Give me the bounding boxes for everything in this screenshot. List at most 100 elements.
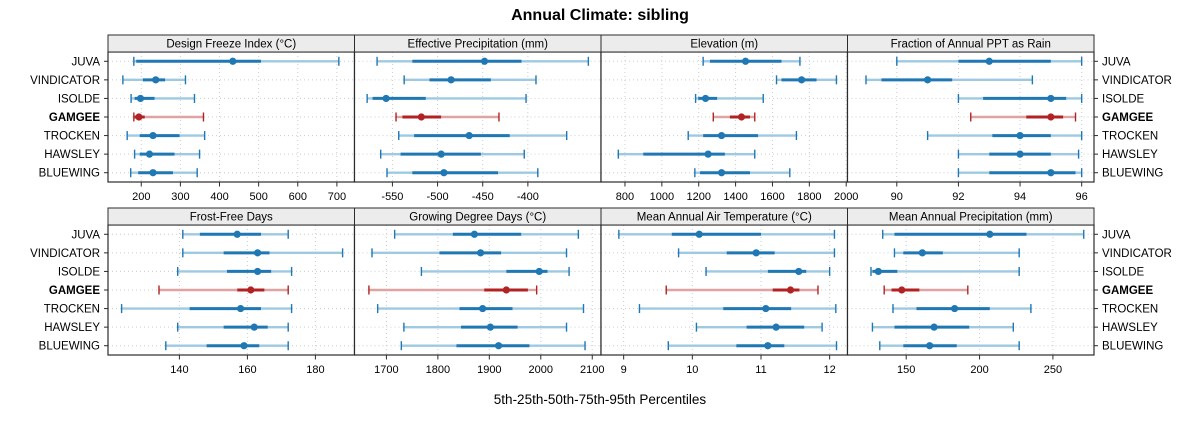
panel-strip-title: Frost-Free Days [190,212,273,224]
median-dot [502,286,510,294]
median-dot [447,76,455,84]
station-label-right: GAMGEE [1102,112,1153,124]
median-dot [741,57,750,65]
median-dot [918,249,926,257]
median-dot [229,57,237,65]
panel: Design Freeze Index (°C) 200 300 400 500 600 7… [30,34,356,203]
station-label-left: ISOLDE [58,93,101,105]
median-dot [135,113,143,121]
median-dot [717,169,726,177]
axis-tick-label: 10 [686,364,698,376]
panel: Mean Annual Air Temperature (°C) 9 10 11 12 [600,207,849,376]
median-dot [764,342,772,350]
panel-strip [847,207,1095,226]
panel-strip-title: Elevation (m) [690,39,758,51]
axis-tick-label: 1400 [723,191,747,203]
axis-tick-label: 500 [249,191,267,203]
station-label-right: TROCKEN [1102,304,1158,316]
median-dot [240,342,248,350]
axis-tick-label: 800 [616,191,634,203]
panel: Mean Annual Precipitation (mm) 150 200 250 J… [846,207,1172,376]
axis-tick-label: 90 [891,191,903,203]
axis-tick-label: 250 [1044,364,1062,376]
median-dot [440,169,448,177]
median-dot [924,76,932,84]
median-dot [437,150,445,158]
axis-tick-label: -500 [427,191,449,203]
percentiles-caption: 5th-25th-50th-75th-95th Percentiles [494,392,707,407]
median-dot [233,230,241,238]
axis-tick-label: 96 [1076,191,1088,203]
axis-tick-label: 2000 [529,364,553,376]
median-dot [797,76,806,84]
station-label-right: HAWSLEY [1102,149,1158,161]
median-dot [930,323,938,331]
axis-tick-label: 200 [970,364,988,376]
median-dot [494,342,503,350]
median-dot [898,286,906,294]
station-label-right: JUVA [1102,56,1131,68]
station-label-right: HAWSLEY [1102,322,1158,334]
median-dot [795,267,803,276]
panel-strip-title: Fraction of Annual PPT as Rain [891,39,1051,51]
median-dot [1047,113,1055,121]
axis-tick-label: -550 [381,191,403,203]
median-dot [465,131,473,140]
axis-tick-label: 1700 [374,364,398,376]
median-dot [486,323,494,331]
median-dot [250,323,258,331]
axis-tick-label: 160 [238,364,256,376]
median-dot [382,94,390,103]
axis-tick-label: 1000 [650,191,674,203]
median-dot [149,169,157,177]
median-dot [1016,150,1024,158]
axis-tick-label: 94 [1014,191,1026,203]
median-dot [737,113,746,121]
panels-group: Design Freeze Index (°C) 200 300 400 500 600 7… [30,34,1172,376]
panel-strip-title: Growing Degree Days (°C) [409,212,546,224]
axis-tick-label: 1200 [686,191,710,203]
panel-strip-title: Design Freeze Index (°C) [166,39,296,51]
median-dot [247,286,255,294]
median-dot [417,113,425,121]
median-dot [704,150,712,158]
axis-tick-label: 700 [328,191,346,203]
panel-strip-title: Mean Annual Precipitation (mm) [889,212,1053,224]
median-dot [480,57,489,65]
station-label-left: JUVA [71,229,100,241]
median-dot [1047,94,1055,103]
axis-tick-label: 300 [171,191,189,203]
axis-tick-label: 140 [170,364,188,376]
station-label-left: GAMGEE [49,112,100,124]
panel-strip-title: Mean Annual Air Temperature (°C) [637,212,812,224]
median-dot [470,230,479,238]
panel: Growing Degree Days (°C) 1700 1800 1900 2000… [353,207,604,376]
axis-tick-label: 2000 [834,191,858,203]
median-dot [874,267,882,276]
station-label-right: ISOLDE [1102,266,1145,278]
median-dot [786,286,795,294]
median-dot [149,131,157,140]
axis-tick-label: 9 [621,364,627,376]
axis-tick-label: 150 [897,364,915,376]
station-label-left: VINDICATOR [30,248,100,260]
station-label-left: JUVA [71,56,100,68]
median-dot [136,94,145,103]
station-label-right: GAMGEE [1102,285,1153,297]
station-label-left: HAWSLEY [44,149,100,161]
station-label-left: VINDICATOR [30,75,100,87]
station-label-right: VINDICATOR [1102,248,1172,260]
axis-tick-label: -450 [472,191,494,203]
axis-tick-label: 92 [952,191,964,203]
median-dot [695,230,703,238]
panel-strip [847,34,1095,53]
axis-tick-label: 2100 [580,364,604,376]
station-label-right: BLUEWING [1102,168,1163,180]
axis-tick-label: 200 [132,191,150,203]
median-dot [926,342,934,350]
median-dot [762,304,770,313]
axis-tick-label: 1800 [426,364,450,376]
median-dot [701,94,710,103]
